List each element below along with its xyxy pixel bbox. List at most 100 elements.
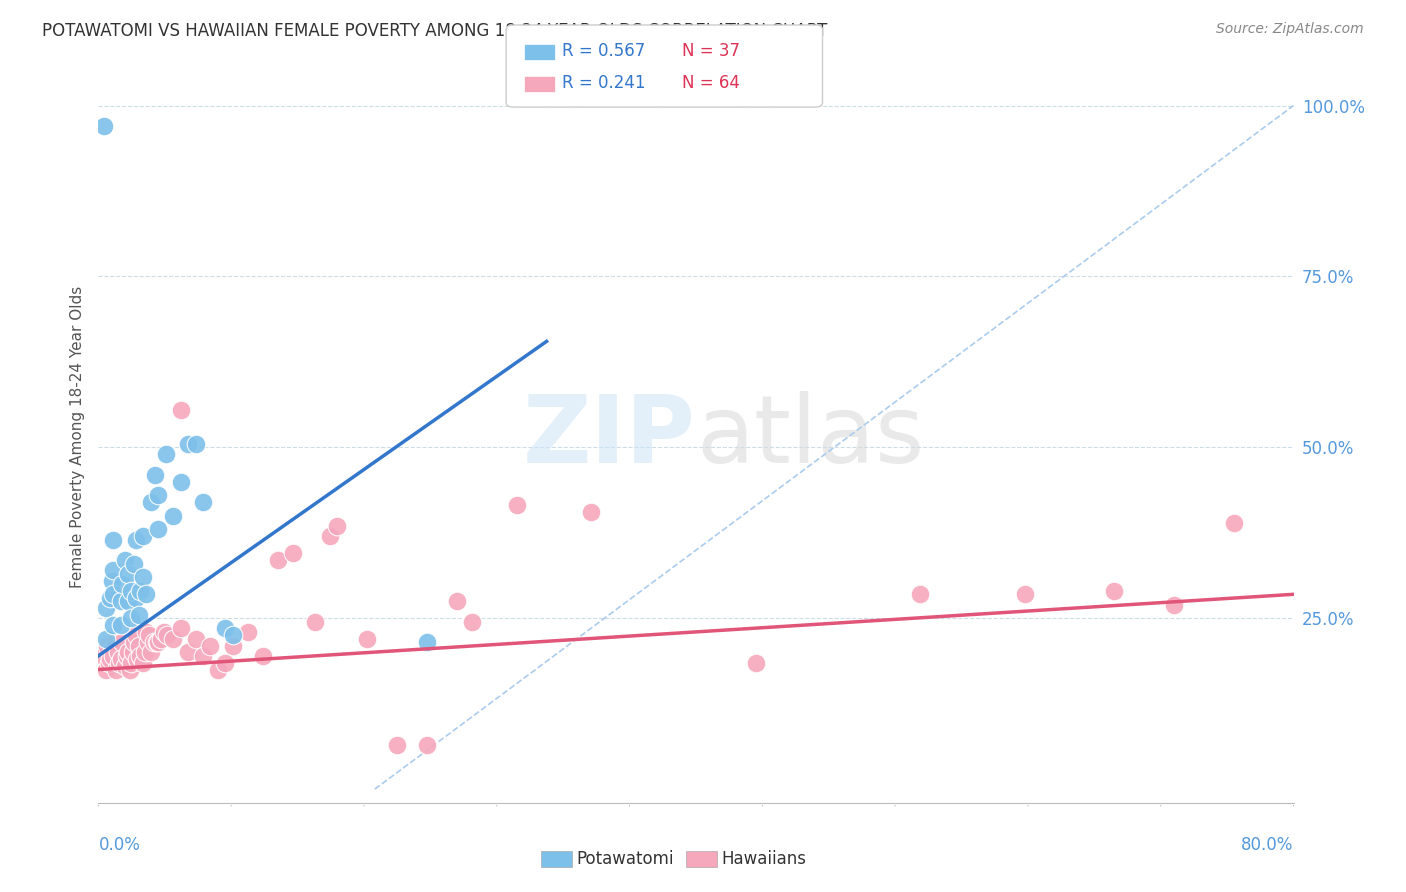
Point	[446, 594, 468, 608]
Point	[214, 656, 236, 670]
Text: N = 64: N = 64	[682, 74, 740, 92]
Point	[150, 632, 173, 646]
Text: POTAWATOMI VS HAWAIIAN FEMALE POVERTY AMONG 18-24 YEAR OLDS CORRELATION CHART: POTAWATOMI VS HAWAIIAN FEMALE POVERTY AM…	[42, 22, 828, 40]
Point	[128, 639, 150, 653]
Point	[114, 553, 136, 567]
Point	[98, 591, 122, 605]
Point	[169, 622, 191, 636]
Text: ZIP: ZIP	[523, 391, 696, 483]
Point	[252, 648, 274, 663]
Point	[304, 615, 326, 629]
Point	[120, 583, 142, 598]
Point	[745, 656, 768, 670]
Point	[191, 648, 214, 663]
Point	[138, 628, 160, 642]
Point	[124, 635, 146, 649]
Text: R = 0.567: R = 0.567	[562, 42, 645, 60]
Point	[108, 656, 131, 670]
Point	[94, 632, 117, 646]
Point	[111, 577, 134, 591]
Text: 0.0%: 0.0%	[98, 836, 141, 854]
Text: Hawaiians: Hawaiians	[721, 850, 806, 868]
Point	[356, 632, 378, 646]
Point	[91, 648, 114, 663]
Text: R = 0.241: R = 0.241	[562, 74, 645, 92]
Point	[1014, 587, 1036, 601]
Y-axis label: Female Poverty Among 18-24 Year Olds: Female Poverty Among 18-24 Year Olds	[69, 286, 84, 588]
Point	[236, 624, 259, 639]
Point	[162, 632, 184, 646]
Point	[115, 648, 138, 663]
Point	[117, 594, 139, 608]
Point	[105, 663, 128, 677]
Point	[506, 499, 529, 513]
Point	[128, 607, 150, 622]
Point	[135, 624, 157, 639]
Point	[135, 587, 157, 601]
Point	[93, 119, 115, 133]
Point	[101, 574, 124, 588]
Point	[110, 618, 132, 632]
Point	[94, 663, 117, 677]
Point	[1163, 598, 1185, 612]
Point	[207, 663, 229, 677]
Point	[101, 642, 124, 657]
Point	[132, 656, 155, 670]
Point	[281, 546, 304, 560]
Point	[222, 639, 245, 653]
Point	[111, 635, 134, 649]
Text: 80.0%: 80.0%	[1241, 836, 1294, 854]
Text: Source: ZipAtlas.com: Source: ZipAtlas.com	[1216, 22, 1364, 37]
Point	[385, 738, 409, 752]
Point	[129, 583, 152, 598]
Point	[139, 495, 162, 509]
Point	[1104, 583, 1126, 598]
Point	[416, 635, 439, 649]
Point	[125, 628, 148, 642]
Point	[103, 533, 125, 547]
Point	[416, 738, 439, 752]
Point	[184, 632, 207, 646]
Point	[139, 645, 162, 659]
Point	[104, 635, 127, 649]
Point	[118, 663, 141, 677]
Point	[125, 533, 148, 547]
Point	[142, 635, 165, 649]
Point	[120, 611, 142, 625]
Point	[200, 639, 222, 653]
Point	[326, 519, 349, 533]
Point	[103, 563, 125, 577]
Point	[96, 639, 118, 653]
Point	[148, 635, 170, 649]
Point	[581, 505, 603, 519]
Point	[169, 475, 191, 489]
Point	[908, 587, 931, 601]
Point	[153, 624, 176, 639]
Point	[107, 645, 129, 659]
Point	[177, 645, 200, 659]
Point	[177, 437, 200, 451]
Point	[222, 628, 245, 642]
Point	[162, 508, 184, 523]
Point	[132, 570, 155, 584]
Point	[319, 529, 342, 543]
Point	[117, 566, 139, 581]
Point	[120, 656, 142, 670]
Point	[169, 402, 191, 417]
Point	[125, 591, 148, 605]
Point	[110, 594, 132, 608]
Point	[148, 522, 170, 536]
Point	[143, 467, 166, 482]
Text: atlas: atlas	[696, 391, 924, 483]
Point	[132, 529, 155, 543]
Point	[156, 628, 179, 642]
Point	[114, 659, 136, 673]
Point	[191, 495, 214, 509]
Point	[110, 652, 132, 666]
Point	[214, 622, 236, 636]
Point	[136, 635, 159, 649]
Point	[148, 488, 170, 502]
Point	[117, 645, 139, 659]
Point	[155, 447, 177, 461]
Point	[134, 645, 156, 659]
